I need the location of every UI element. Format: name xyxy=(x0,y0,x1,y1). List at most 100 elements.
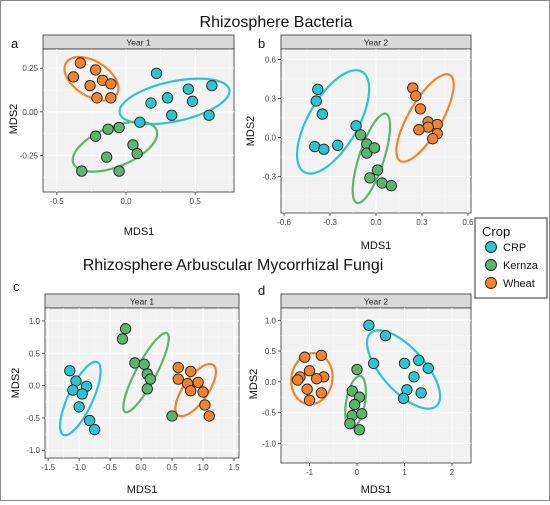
legend-label-kernza: Kernza xyxy=(503,260,539,272)
legend-label-wheat: Wheat xyxy=(503,278,535,290)
x-tick-label: -0.5 xyxy=(50,197,64,206)
point-kernza xyxy=(102,123,114,135)
point-crp xyxy=(310,95,322,107)
y-tick-label: -0.5 xyxy=(262,409,276,418)
point-kernza xyxy=(356,408,368,420)
point-wheat xyxy=(172,361,184,374)
x-tick-label: 0.6 xyxy=(462,218,474,227)
point-wheat xyxy=(303,394,316,406)
legend: Crop CRP Kernza Wheat xyxy=(474,217,548,299)
x-axis-label: MDS1 xyxy=(124,226,155,238)
point-wheat xyxy=(427,133,439,145)
point-kernza xyxy=(119,323,132,335)
point-wheat xyxy=(303,365,316,377)
point-crp xyxy=(318,143,330,155)
plot-background xyxy=(280,307,472,464)
point-crp xyxy=(64,365,76,377)
point-crp xyxy=(161,92,174,104)
y-tick-label: 0.5 xyxy=(265,347,277,356)
point-kernza xyxy=(101,151,113,163)
point-crp xyxy=(134,116,146,128)
point-kernza xyxy=(353,424,366,436)
point-kernza xyxy=(348,398,361,411)
legend-key-kernza xyxy=(485,259,497,271)
y-tick-label: 0.00 xyxy=(22,108,38,117)
x-tick-label: 0 xyxy=(355,468,360,477)
point-kernza xyxy=(113,121,125,134)
y-tick-label: -1.0 xyxy=(26,446,40,455)
facet-strip-label: Year 1 xyxy=(130,297,155,307)
x-tick-label: 0.3 xyxy=(416,218,428,227)
x-tick-label: 1.5 xyxy=(228,463,240,472)
point-crp xyxy=(76,388,88,400)
point-crp xyxy=(332,139,344,151)
point-wheat xyxy=(105,78,117,90)
point-wheat xyxy=(414,103,427,115)
point-kernza xyxy=(116,333,129,345)
panel-a: a Year 1 -0.5 0.0 0.5 -0.25 0.00 0.25 MDS1 MDS2 xyxy=(8,34,235,238)
ellipse-wheat xyxy=(395,73,455,163)
point-crp xyxy=(73,401,85,413)
panel-letter: b xyxy=(258,36,265,51)
panel-b: b Year 2 -0.6 -0.3 0.0 0.3 0.6 -0.3 0.0 0.3 0.6 MDS… xyxy=(245,34,474,252)
x-tick-label: 1 xyxy=(402,468,407,477)
point-wheat xyxy=(192,376,204,389)
facet-strip-label: Year 1 xyxy=(126,38,151,48)
y-axis-label: MDS2 xyxy=(10,368,22,399)
point-crp xyxy=(182,83,194,95)
point-kernza xyxy=(361,147,373,159)
x-axis-label: MDS1 xyxy=(361,484,392,496)
point-wheat xyxy=(199,399,211,411)
point-kernza xyxy=(364,172,376,184)
point-crp xyxy=(367,357,380,370)
x-tick-label: -0.5 xyxy=(103,463,117,472)
point-kernza xyxy=(355,129,367,141)
point-crp xyxy=(398,357,411,370)
y-axis-label: MDS2 xyxy=(248,369,260,400)
point-wheat xyxy=(84,79,96,92)
point-kernza xyxy=(131,147,143,160)
y-tick-label: -1.0 xyxy=(262,439,276,448)
point-wheat xyxy=(203,410,215,422)
point-crp xyxy=(186,95,199,107)
point-crp xyxy=(206,79,218,92)
y-tick-label: -0.3 xyxy=(262,173,276,182)
point-crp xyxy=(415,387,427,399)
y-tick-label: 0.25 xyxy=(22,64,38,73)
data-layer xyxy=(63,55,231,177)
panel-letter: a xyxy=(11,36,19,51)
y-tick-label: 0.5 xyxy=(29,349,41,358)
point-kernza xyxy=(144,373,157,385)
point-kernza xyxy=(346,385,358,397)
facet-strip-label: Year 2 xyxy=(364,297,389,307)
point-wheat xyxy=(105,92,117,104)
y-axis-label: MDS2 xyxy=(8,104,20,135)
point-wheat xyxy=(197,386,209,398)
point-crp xyxy=(83,414,96,427)
ellipse-crp xyxy=(58,360,102,437)
y-axis-label: MDS2 xyxy=(245,116,257,147)
x-tick-label: 0.0 xyxy=(120,197,132,206)
point-kernza xyxy=(138,358,150,370)
point-wheat xyxy=(410,90,422,102)
point-kernza xyxy=(113,165,125,177)
point-wheat xyxy=(185,385,197,397)
point-wheat xyxy=(315,349,328,362)
point-crp xyxy=(363,319,375,331)
point-wheat xyxy=(315,387,328,399)
data-layer xyxy=(290,319,442,436)
point-wheat xyxy=(291,374,304,386)
section-title-bacteria: Rhizosphere Bacteria xyxy=(200,14,353,31)
point-kernza xyxy=(351,363,363,376)
y-tick-label: -0.5 xyxy=(26,414,40,423)
y-tick-label: 0.6 xyxy=(265,55,277,64)
y-tick-label: 0.3 xyxy=(265,94,277,103)
point-kernza xyxy=(141,383,153,395)
point-wheat xyxy=(299,351,311,363)
panel-letter: d xyxy=(258,283,265,298)
point-kernza xyxy=(368,142,381,154)
ellipse-kernza xyxy=(351,112,392,205)
x-tick-label: 0.5 xyxy=(166,463,178,472)
